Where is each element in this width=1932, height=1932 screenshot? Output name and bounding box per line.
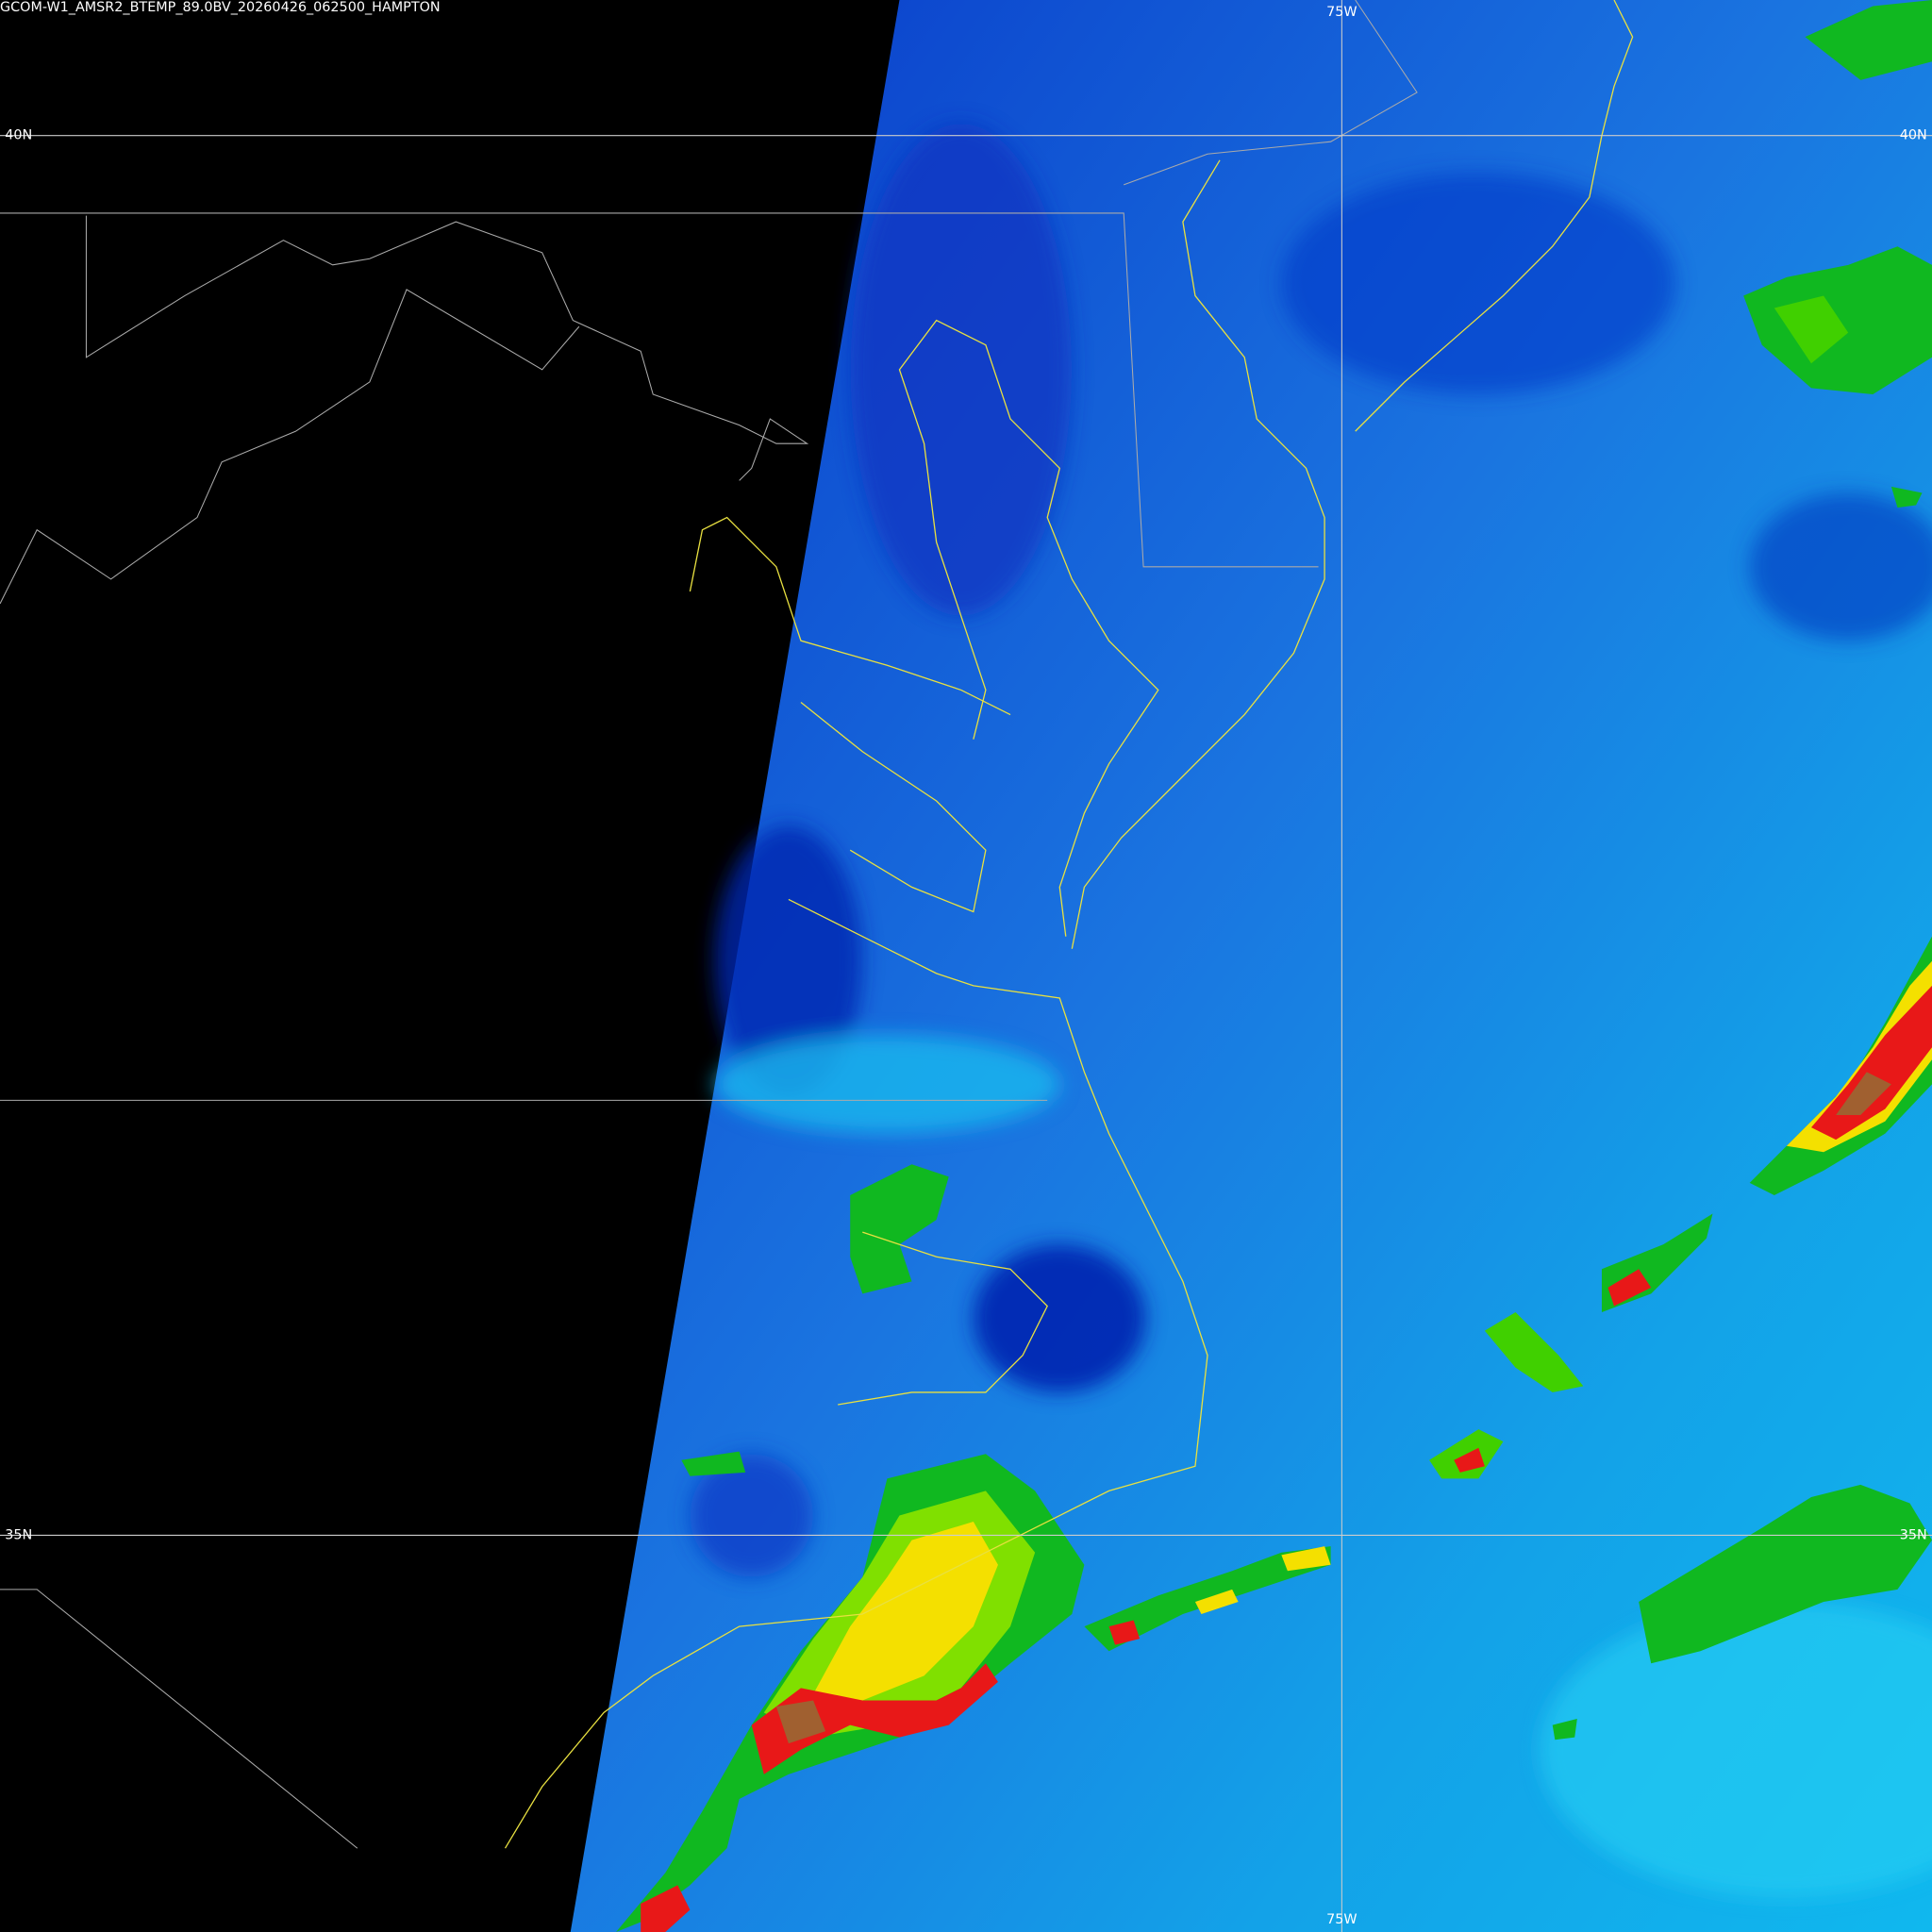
lat-label: 40N <box>1900 128 1927 143</box>
swath <box>570 0 1932 1932</box>
image-title: GCOM-W1_AMSR2_BTEMP_89.0BV_20260426_0625… <box>0 0 441 15</box>
lat-label: 40N <box>5 128 32 143</box>
lon-label: 75W <box>1326 5 1357 20</box>
lat-label: 35N <box>5 1527 32 1542</box>
lat-label: 35N <box>1900 1527 1927 1542</box>
precip-features <box>616 0 1932 1932</box>
state-boundaries <box>0 0 1418 1849</box>
lon-label: 75W <box>1326 1912 1357 1927</box>
brightness-patches <box>690 123 1932 1898</box>
coastline <box>504 0 1634 1849</box>
